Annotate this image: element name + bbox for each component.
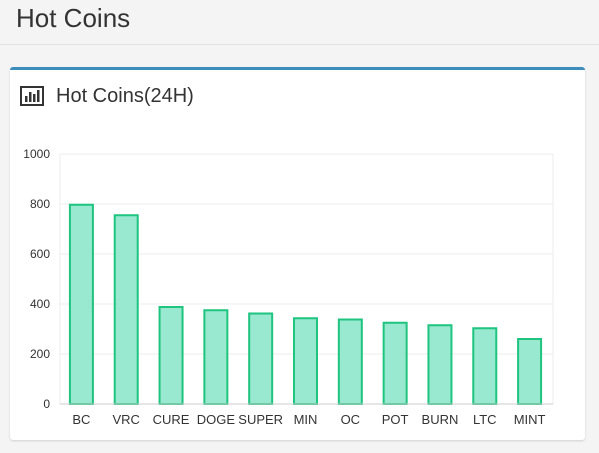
bar-doge (203, 309, 229, 405)
page-title: Hot Coins (16, 3, 131, 33)
x-tick-label: DOGE (197, 412, 236, 427)
y-tick-label: 800 (30, 197, 50, 211)
x-tick-label: OC (341, 412, 361, 427)
panel-title: Hot Coins(24H) (56, 85, 194, 107)
bar-oc (337, 318, 363, 405)
x-tick-label: BURN (422, 412, 459, 427)
x-tick-label: MINT (514, 412, 546, 427)
bar-mint (517, 338, 543, 405)
hot-coins-bar-chart: 0 200 400 600 800 1000 BC VRC CURE DOGE SUPER MIN OC… (23, 147, 554, 427)
bar-chart-icon (20, 86, 44, 106)
x-tick-label: CURE (153, 412, 190, 427)
hot-coins-panel: Hot Coins(24H) 0 200 400 600 800 1000 BC VRC CUR… (10, 67, 585, 440)
bar-bc (68, 203, 94, 405)
panel-header: Hot Coins(24H) (20, 84, 194, 108)
y-tick-label: 1000 (23, 147, 50, 161)
x-tick-label: LTC (473, 412, 497, 427)
x-tick-label: VRC (113, 412, 140, 427)
bar-pot (382, 321, 408, 405)
y-tick-label: 200 (30, 347, 50, 361)
y-tick-label: 0 (43, 397, 50, 411)
bar-burn (427, 324, 453, 405)
bar-min (293, 317, 318, 405)
x-tick-label: BC (72, 412, 90, 427)
page-header: Hot Coins (0, 0, 599, 45)
bar-vrc (113, 214, 139, 405)
x-tick-label: SUPER (238, 412, 283, 427)
bar-super (248, 312, 274, 405)
bar-cure (158, 306, 184, 405)
x-tick-label: POT (382, 412, 409, 427)
y-tick-label: 400 (30, 297, 50, 311)
bar-ltc (472, 327, 498, 405)
y-tick-label: 600 (30, 247, 50, 261)
x-tick-label: MIN (294, 412, 318, 427)
